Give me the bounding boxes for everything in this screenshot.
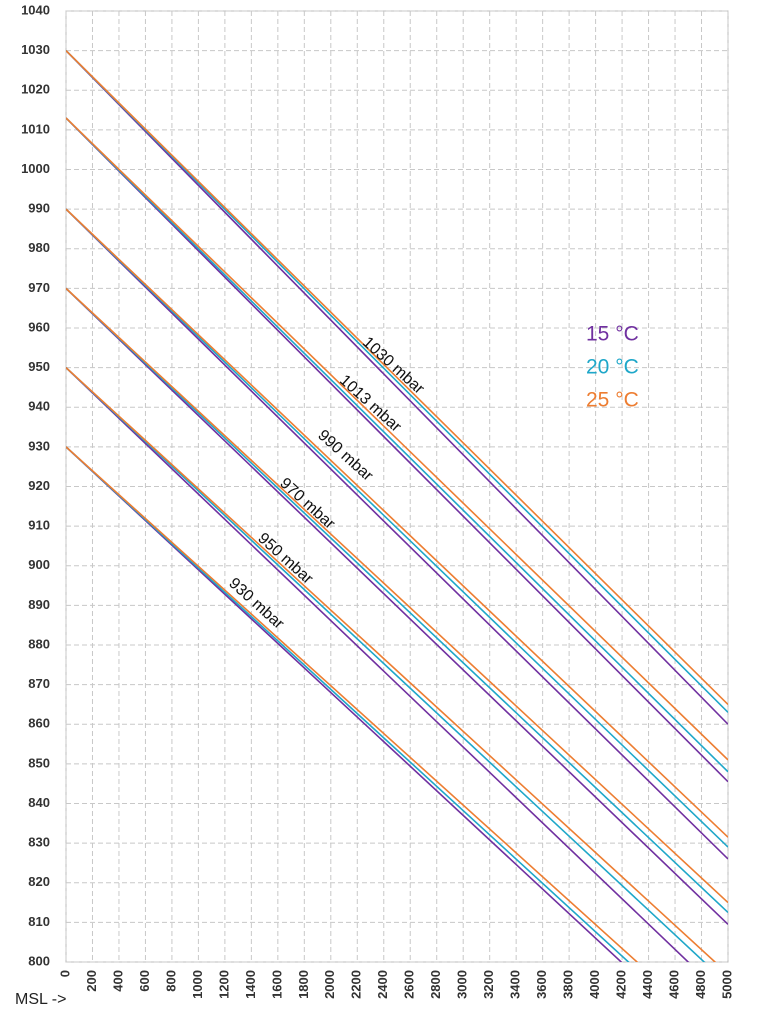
pressure-line <box>66 287 728 914</box>
y-tick-label: 960 <box>28 319 50 334</box>
x-tick-label: 2800 <box>428 970 443 999</box>
y-tick-label: 810 <box>28 914 50 929</box>
x-tick-label: 1800 <box>296 970 311 999</box>
pressure-line <box>66 287 728 904</box>
pressure-line <box>66 117 728 761</box>
legend-entry: 20 °C <box>586 356 639 379</box>
x-tick-label: 1200 <box>216 970 231 999</box>
y-tick-label: 840 <box>28 795 50 810</box>
x-tick-label: 2400 <box>375 970 390 999</box>
x-tick-label: 3000 <box>455 970 470 999</box>
x-tick-label: 3400 <box>508 970 523 999</box>
x-tick-label: 1600 <box>269 970 284 999</box>
x-tick-label: 400 <box>110 970 125 992</box>
pressure-line <box>66 208 728 838</box>
pressure-line <box>66 446 623 962</box>
x-tick-label: 3800 <box>561 970 576 999</box>
x-tick-label: 1000 <box>190 970 205 999</box>
y-tick-label: 1000 <box>21 161 50 176</box>
y-tick-label: 930 <box>28 438 50 453</box>
legend-entry: 15 °C <box>586 323 639 346</box>
x-tick-label: 3200 <box>481 970 496 999</box>
pressure-line <box>66 117 728 773</box>
x-tick-label: 3600 <box>534 970 549 999</box>
y-tick-label: 1040 <box>21 2 50 17</box>
x-tick-label: 2600 <box>402 970 417 999</box>
pressure-line <box>66 367 706 962</box>
legend-entry: 25 °C <box>586 389 639 412</box>
y-tick-label: 850 <box>28 755 50 770</box>
y-tick-label: 920 <box>28 478 50 493</box>
pressure-line <box>66 367 717 962</box>
y-tick-label: 900 <box>28 557 50 572</box>
x-tick-label: 4200 <box>614 970 629 999</box>
y-tick-label: 820 <box>28 874 50 889</box>
lines <box>66 50 728 962</box>
x-tick-label: 5000 <box>719 970 734 999</box>
x-tick-label: 1400 <box>243 970 258 999</box>
pressure-line <box>66 50 728 706</box>
y-tick-label: 940 <box>28 399 50 414</box>
y-tick-label: 890 <box>28 597 50 612</box>
x-tick-label: 800 <box>163 970 178 992</box>
pressure-line <box>66 50 728 725</box>
y-tick-label: 910 <box>28 518 50 533</box>
pressure-line <box>66 117 728 783</box>
y-tick-label: 1030 <box>21 42 50 57</box>
x-tick-label: 600 <box>137 970 152 992</box>
pressure-line <box>66 446 630 962</box>
y-tick-label: 800 <box>28 953 50 968</box>
x-axis-label: MSL -> <box>15 991 66 1008</box>
x-tick-label: 2200 <box>349 970 364 999</box>
y-tick-label: 970 <box>28 280 50 295</box>
x-tick-label: 4400 <box>640 970 655 999</box>
x-tick-label: 2000 <box>322 970 337 999</box>
y-tick-label: 1010 <box>21 121 50 136</box>
y-tick-label: 830 <box>28 835 50 850</box>
pressure-line <box>66 367 690 962</box>
x-tick-label: 4600 <box>666 970 681 999</box>
x-tick-label: 0 <box>57 970 72 977</box>
y-tick-label: 860 <box>28 716 50 731</box>
pressure-line <box>66 446 639 962</box>
pressure-line <box>66 208 728 848</box>
y-tick-label: 870 <box>28 676 50 691</box>
y-tick-label: 1020 <box>21 82 50 97</box>
pressure-line <box>66 50 728 713</box>
x-tick-label: 200 <box>84 970 99 992</box>
y-tick-label: 980 <box>28 240 50 255</box>
x-tick-label: 4000 <box>587 970 602 999</box>
y-tick-label: 950 <box>28 359 50 374</box>
y-tick-label: 990 <box>28 201 50 216</box>
pressure-line <box>66 208 728 860</box>
y-tick-label: 880 <box>28 636 50 651</box>
x-tick-label: 4800 <box>693 970 708 999</box>
pressure-line <box>66 287 728 925</box>
